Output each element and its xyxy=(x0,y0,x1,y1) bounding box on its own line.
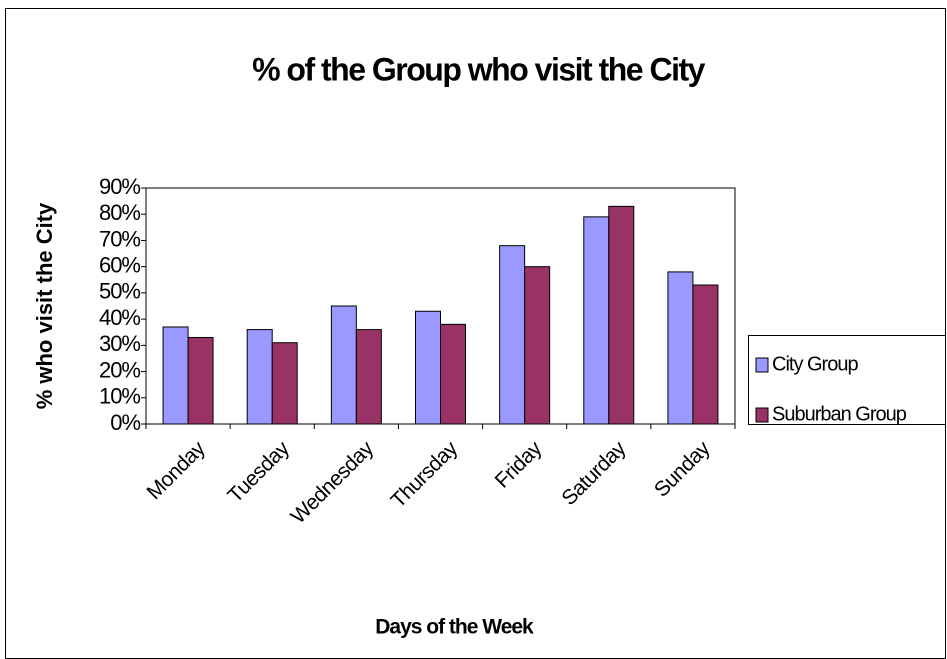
bar xyxy=(524,266,551,425)
legend-swatch xyxy=(755,407,769,423)
x-axis-title: Days of the Week xyxy=(375,616,534,639)
bar xyxy=(667,271,694,425)
bar xyxy=(271,342,298,425)
chart-title: % of the Group who visit the City xyxy=(252,51,706,87)
legend-box xyxy=(748,335,946,425)
plot-area xyxy=(145,187,736,425)
y-tick-label: 60% xyxy=(99,252,140,277)
y-tick-label: 10% xyxy=(99,384,140,409)
bar xyxy=(608,205,635,425)
legend-label: Suburban Group xyxy=(772,403,907,425)
bar xyxy=(499,245,526,425)
bar xyxy=(355,329,382,425)
y-axis-title: % who visit the City xyxy=(32,202,57,409)
y-tick-label: 20% xyxy=(99,357,140,382)
bar xyxy=(187,336,214,425)
bar xyxy=(330,305,357,425)
legend-swatch xyxy=(755,357,769,373)
y-tick-label: 90% xyxy=(99,174,140,199)
y-tick-label: 70% xyxy=(99,226,140,251)
y-tick-label: 80% xyxy=(99,200,140,225)
bar xyxy=(692,284,719,425)
y-tick-label: 30% xyxy=(99,331,140,356)
bar xyxy=(415,310,441,425)
bar xyxy=(162,326,189,425)
legend-label: City Group xyxy=(772,353,858,375)
y-tick-label: 40% xyxy=(99,305,140,330)
bar xyxy=(583,216,610,425)
y-tick-label: 50% xyxy=(99,279,140,304)
bar xyxy=(246,329,273,425)
y-tick-label: 0% xyxy=(110,410,140,435)
bar xyxy=(440,323,466,425)
